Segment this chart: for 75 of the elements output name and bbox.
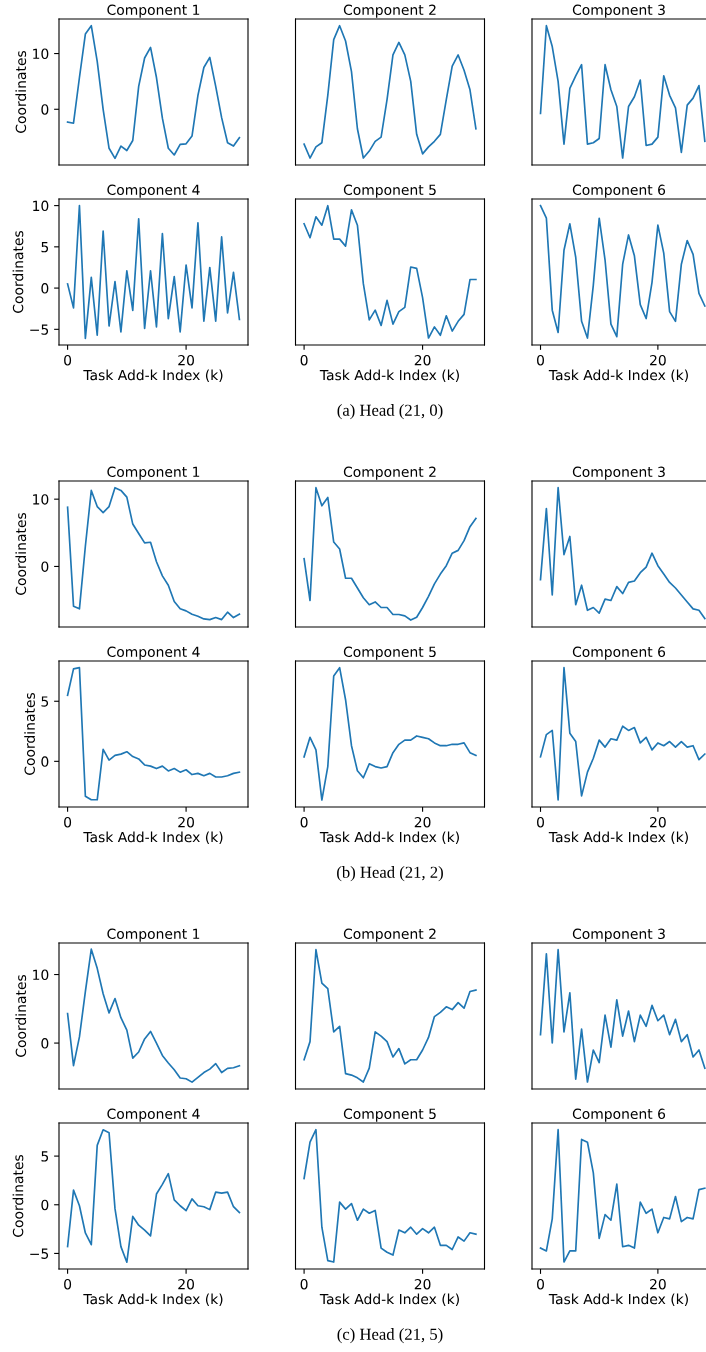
x-tick-label: 0 <box>300 1278 308 1290</box>
x-tick-label: 20 <box>650 816 666 828</box>
chart-title: Component 3 <box>572 928 665 942</box>
x-tick-label: 0 <box>537 816 545 828</box>
x-tick-label: 20 <box>178 816 194 828</box>
x-tick-label: 20 <box>414 816 431 828</box>
x-tick-label: 0 <box>537 354 545 366</box>
x-axis-title: Task Add-k Index (k) <box>83 831 223 844</box>
y-tick-label: 0 <box>41 1199 49 1211</box>
y-tick-label: 0 <box>41 756 49 767</box>
line-series <box>66 486 241 621</box>
x-axis-title: Task Add-k Index (k) <box>548 1293 688 1306</box>
chart-title: Component 1 <box>107 4 200 18</box>
y-tick-label: 10 <box>33 494 49 505</box>
line-series <box>66 666 241 801</box>
chart-title: Component 4 <box>107 1108 200 1122</box>
y-axis-title: Coordinates <box>24 692 35 775</box>
chart-title: Component 2 <box>343 466 436 480</box>
chart-title: Component 3 <box>572 466 665 480</box>
x-tick-label: 0 <box>64 354 72 366</box>
x-axis-title: Task Add-k Index (k) <box>548 831 688 844</box>
x-axis-title: Task Add-k Index (k) <box>83 369 223 382</box>
x-tick-label: 20 <box>178 354 194 366</box>
chart-title: Component 2 <box>343 4 436 18</box>
x-axis-title: Task Add-k Index (k) <box>548 369 688 382</box>
line-series <box>66 24 241 160</box>
x-tick-label: 20 <box>414 354 431 366</box>
chart-title: Component 4 <box>107 646 200 660</box>
chart-title: Component 1 <box>107 466 200 480</box>
y-tick-label: 10 <box>33 48 49 60</box>
y-axis-title: Coordinates <box>15 974 27 1057</box>
chart-title: Component 6 <box>572 646 666 660</box>
x-tick-label: 0 <box>64 1278 72 1290</box>
y-axis-title: Coordinates <box>15 512 27 595</box>
y-axis-title: Coordinates <box>15 50 27 133</box>
y-tick-label: 0 <box>41 104 49 115</box>
y-tick-label: 5 <box>41 241 49 253</box>
y-tick-label: 10 <box>33 200 49 212</box>
x-tick-label: 0 <box>64 816 72 828</box>
chart-title: Component 6 <box>572 1108 666 1122</box>
y-tick-label: −5 <box>30 1248 49 1259</box>
y-tick-label: 5 <box>41 696 49 707</box>
y-tick-label: 0 <box>41 1038 49 1049</box>
y-axis-title: Coordinates <box>12 230 24 313</box>
x-axis-title: Task Add-k Index (k) <box>319 369 459 382</box>
text: (b) Head (21, 2) <box>337 866 443 882</box>
chart-title: Component 5 <box>343 1108 436 1122</box>
chart-title: Component 4 <box>107 184 200 198</box>
x-axis-title: Task Add-k Index (k) <box>83 1293 223 1306</box>
y-axis-title: Coordinates <box>12 1154 24 1237</box>
chart-title: Component 5 <box>343 184 436 198</box>
y-tick-label: 0 <box>41 283 49 294</box>
x-tick-label: 20 <box>650 354 666 366</box>
chart-title: Component 5 <box>343 646 436 660</box>
line-series <box>66 948 241 1083</box>
x-tick-label: 20 <box>650 1278 666 1290</box>
y-tick-label: −5 <box>30 324 49 335</box>
text: (a) Head (21, 0) <box>337 404 443 420</box>
y-tick-label: 10 <box>33 969 49 980</box>
chart-title: Component 2 <box>343 928 436 942</box>
x-axis-title: Task Add-k Index (k) <box>319 831 459 844</box>
line-series <box>66 1128 241 1264</box>
x-axis-title: Task Add-k Index (k) <box>319 1293 459 1306</box>
text: (c) Head (21, 5) <box>337 1328 443 1344</box>
line-series <box>66 204 241 340</box>
chart-title: Component 3 <box>572 4 665 18</box>
y-tick-label: 5 <box>41 1151 49 1162</box>
x-tick-label: 0 <box>300 354 308 366</box>
chart-title: Component 6 <box>572 184 666 198</box>
x-tick-label: 0 <box>537 1278 545 1290</box>
y-tick-label: 0 <box>41 561 49 572</box>
x-tick-label: 0 <box>300 816 308 828</box>
x-tick-label: 20 <box>414 1278 431 1290</box>
x-tick-label: 20 <box>178 1278 194 1290</box>
chart-title: Component 1 <box>107 928 200 942</box>
